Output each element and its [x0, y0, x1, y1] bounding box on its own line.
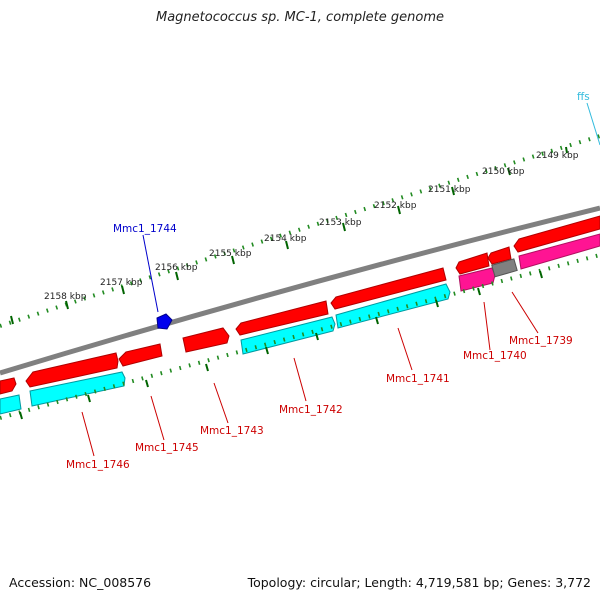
scale-label-2156: 2156 kbp	[155, 263, 198, 273]
cds-mmc1-1740	[455, 252, 490, 275]
scale-label-2158: 2158 kbp	[44, 292, 87, 302]
cds-mmc1-1743	[182, 327, 230, 353]
genome-summary: Topology: circular; Length: 4,719,581 bp…	[247, 575, 591, 590]
cds-reverse-3	[335, 283, 451, 329]
label-mmc1-1740: Mmc1_1740	[463, 350, 527, 362]
label-mmc1-1742: Mmc1_1742	[279, 404, 343, 416]
scale-label-2149: 2149 kbp	[536, 151, 579, 161]
cds-forward-right-edge	[513, 215, 600, 253]
scale-label-2157: 2157 kbp	[100, 278, 143, 288]
cds-reverse-left-edge	[0, 394, 22, 415]
label-mmc1-1743: Mmc1_1743	[200, 425, 264, 437]
scale-label-2150: 2150 kbp	[482, 167, 525, 177]
topology-value: circular	[310, 575, 357, 590]
pseudo-reverse-2	[518, 233, 600, 270]
length-value: 4,719,581 bp	[415, 575, 500, 590]
backbone-ring	[0, 205, 600, 376]
scale-label-2155: 2155 kbp	[209, 249, 252, 259]
leader-mmc1-1743	[213, 382, 229, 424]
scale-label-2154: 2154 kbp	[264, 234, 307, 244]
cds-mmc1-1739	[487, 246, 512, 265]
outer-major-ticks	[10, 146, 568, 325]
leader-mmc1-1745	[150, 395, 165, 441]
label-ffs: ffs	[577, 91, 590, 103]
topology-label: Topology:	[247, 575, 307, 590]
scale-label-2151: 2151 kbp	[428, 185, 471, 195]
leader-ffs	[586, 102, 600, 146]
label-mmc1-1746: Mmc1_1746	[66, 459, 130, 471]
leader-mmc1-1739	[511, 291, 539, 334]
accession-label: Accession:	[9, 575, 76, 590]
other-feature-grey	[491, 258, 518, 278]
map-title: Magnetococcus sp. MC-1, complete genome	[155, 10, 445, 25]
cds-mmc1-1742	[235, 300, 329, 336]
genes-value: 3,772	[555, 575, 591, 590]
leader-mmc1-1742	[293, 357, 307, 402]
scale-label-2152: 2152 kbp	[374, 201, 417, 211]
genes-label: Genes:	[507, 575, 552, 590]
accession-info: Accession: NC_008576	[9, 575, 151, 590]
label-mmc1-1739: Mmc1_1739	[509, 335, 573, 347]
leader-mmc1-1744	[142, 234, 159, 313]
label-mmc1-1745: Mmc1_1745	[135, 442, 199, 454]
accession-value: NC_008576	[79, 575, 152, 590]
inner-major-ticks	[19, 270, 543, 420]
scale-label-2153: 2153 kbp	[319, 218, 362, 228]
cds-mmc1-1746	[25, 352, 119, 388]
cds-mmc1-1741	[330, 267, 447, 310]
leader-mmc1-1740	[483, 301, 491, 351]
label-mmc1-1744: Mmc1_1744	[113, 223, 177, 235]
length-label: Length:	[364, 575, 412, 590]
leader-mmc1-1746	[81, 411, 95, 457]
outer-minor-ticks	[0, 134, 600, 328]
label-mmc1-1741: Mmc1_1741	[386, 373, 450, 385]
leader-mmc1-1741	[397, 327, 413, 371]
pseudo-reverse-1	[458, 267, 496, 292]
cds-reverse-1	[29, 371, 126, 407]
cds-forward-left-edge	[0, 377, 17, 395]
forward-strand	[0, 215, 600, 395]
reverse-strand	[0, 233, 600, 415]
cds-mmc1-1745	[118, 343, 163, 367]
feature-mmc1-1744	[156, 313, 173, 330]
